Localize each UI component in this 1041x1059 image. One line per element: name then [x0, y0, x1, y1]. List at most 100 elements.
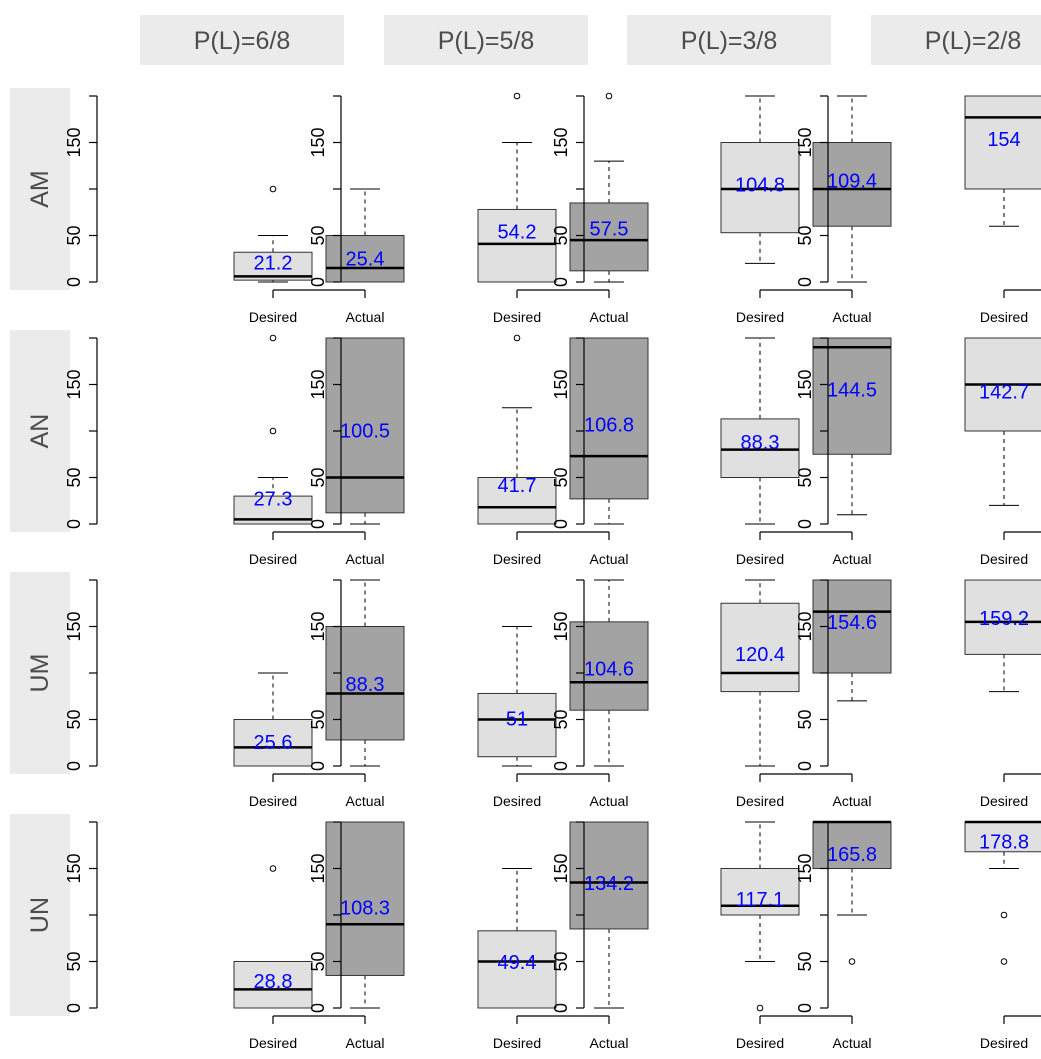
y-tick-label: 150: [551, 853, 571, 883]
y-tick-label: 150: [64, 853, 84, 883]
y-tick-label: 0: [308, 761, 328, 771]
y-tick-label: 50: [551, 709, 571, 729]
column-header-4: P(L)=2/8: [925, 27, 1022, 55]
mean-label: 108.3: [340, 897, 390, 919]
box-actual: 57.5: [569, 92, 649, 283]
mean-label: 25.4: [346, 248, 385, 270]
y-tick-label: 150: [308, 369, 328, 399]
mean-label: 159.2: [979, 608, 1029, 630]
box-desired: 28.8: [233, 865, 313, 1009]
x-tick-label-desired: Desired: [493, 1035, 541, 1051]
box-iqr: [325, 337, 405, 514]
box-actual: 88.3: [325, 579, 405, 767]
box-actual: 108.3: [325, 821, 405, 1009]
row-strip-an: [10, 330, 70, 532]
y-tick-label: 0: [551, 761, 571, 771]
mean-label: 154: [987, 129, 1020, 151]
y-tick-label: 150: [795, 369, 815, 399]
mean-label: 134.2: [584, 873, 634, 895]
y-tick-label: 150: [64, 127, 84, 157]
panel-an-p-l-5-8: 0 50 150 Desired Actual 41.7 106.8: [308, 334, 649, 567]
y-axis: 0 50 150: [64, 95, 98, 287]
column-header-2: P(L)=5/8: [438, 27, 535, 55]
mean-label: 88.3: [741, 432, 780, 454]
box-iqr: [812, 337, 892, 455]
row-header-um: UM: [26, 654, 54, 693]
y-tick-label: 50: [308, 467, 328, 487]
box-actual: 106.8: [569, 337, 649, 525]
x-tick-label-desired: Desired: [980, 793, 1028, 809]
mean-label: 106.8: [584, 415, 634, 437]
box-iqr: [720, 142, 800, 234]
mean-label: 109.4: [827, 170, 877, 192]
outlier-point: [1000, 958, 1008, 965]
y-axis: 0 50 150: [795, 821, 829, 1013]
x-tick-label-desired: Desired: [249, 793, 297, 809]
x-tick-label-actual: Actual: [346, 793, 385, 809]
box-desired: 41.7: [477, 334, 557, 525]
panel-um-p-l-5-8: 0 50 150 Desired Actual 51 104.6: [308, 579, 649, 809]
panel-un-p-l-3-8: 0 50 150 Desired Actual 117.1 165.8: [551, 820, 892, 1051]
box-iqr: [233, 719, 313, 767]
panel-an-p-l-2-8: 050150DesiredActual142.7179.4: [795, 337, 1041, 567]
box-actual: 104.6: [569, 579, 649, 767]
x-tick-label-desired: Desired: [249, 309, 297, 325]
box-iqr: [964, 95, 1041, 190]
box-iqr: [569, 202, 649, 272]
y-tick-label: 50: [64, 467, 84, 487]
y-tick-label: 50: [795, 709, 815, 729]
row-header-am: AM: [26, 170, 54, 208]
y-axis: 0 50 150: [795, 579, 829, 771]
y-tick-label: 50: [64, 709, 84, 729]
box-iqr: [720, 868, 800, 916]
outlier-point: [1000, 911, 1008, 919]
y-axis: 0 50 150: [551, 337, 585, 529]
y-axis: 0 50 150: [308, 95, 342, 287]
panel-un-p-l-2-8: 050150DesiredActual178.8187.5: [795, 820, 1041, 1051]
box-iqr: [964, 579, 1041, 655]
mean-label: 51: [506, 709, 528, 731]
x-tick-label-desired: Desired: [980, 1035, 1028, 1051]
y-axis: 0 50 150: [64, 337, 98, 529]
panel-un-p-l-6-8: 0 50 150 Desired Actual 28.8 108.3: [64, 821, 405, 1051]
x-tick-label-actual: Actual: [590, 309, 629, 325]
y-tick-label: 50: [64, 225, 84, 245]
row-header-an: AN: [26, 414, 54, 449]
y-tick-label: 50: [551, 467, 571, 487]
box-desired: 120.4: [720, 579, 800, 767]
y-tick-label: 50: [308, 709, 328, 729]
y-tick-label: 0: [795, 761, 815, 771]
y-tick-label: 50: [551, 951, 571, 971]
y-tick-label: 150: [551, 369, 571, 399]
outlier-point: [513, 92, 521, 100]
panel-un-p-l-5-8: 0 50 150 Desired Actual 49.4 134.2: [308, 821, 649, 1051]
y-tick-label: 150: [64, 369, 84, 399]
mean-label: 142.7: [979, 381, 1029, 403]
y-tick-label: 0: [308, 277, 328, 287]
y-tick-label: 50: [795, 951, 815, 971]
x-tick-label-desired: Desired: [980, 551, 1028, 567]
y-axis: 0 50 150: [308, 821, 342, 1013]
box-desired: 21.2: [233, 185, 313, 283]
row-strip-un: [10, 814, 70, 1016]
panel-am-p-l-5-8: 0 50 150 Desired Actual 54.2 57.5: [308, 92, 649, 325]
box-iqr: [477, 208, 557, 283]
mean-label: 117.1: [736, 889, 785, 911]
x-tick-label-actual: Actual: [833, 1035, 872, 1051]
box-iqr: [964, 821, 1041, 853]
column-strip-2: [384, 15, 588, 65]
outlier-point: [513, 334, 521, 342]
box-actual: 165.8: [812, 820, 892, 965]
box-desired: 142.7: [964, 337, 1041, 506]
x-tick-label-desired: Desired: [736, 1035, 784, 1051]
y-axis: 0 50 150: [795, 337, 829, 529]
outlier-point: [756, 1004, 764, 1012]
x-tick-label-actual: Actual: [833, 793, 872, 809]
column-strip-3: [627, 15, 831, 65]
